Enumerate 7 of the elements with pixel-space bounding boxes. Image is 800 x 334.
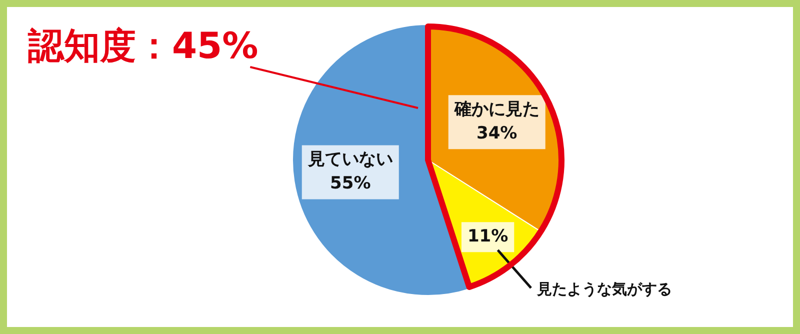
data-label: 34% [476,124,518,144]
data-label: 11% [467,226,508,247]
slice-label: 見たような気がする [536,280,672,298]
data-label: 55% [330,174,371,194]
chart-title: 認知度：45% [28,25,258,69]
slice-label: 見ていない [306,150,393,170]
slice-label: 確かに見た [453,100,540,120]
